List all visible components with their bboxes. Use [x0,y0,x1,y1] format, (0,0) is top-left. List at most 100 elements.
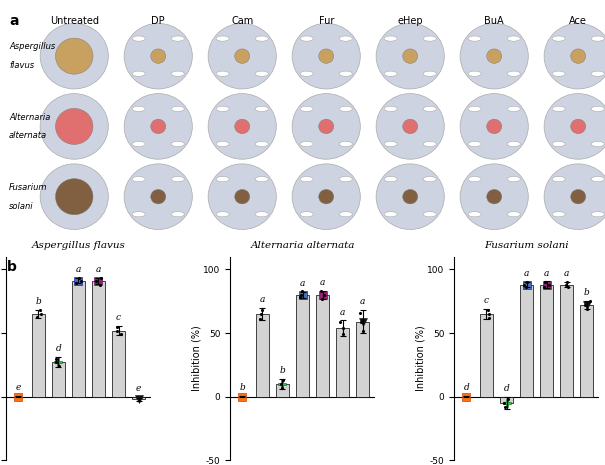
Circle shape [339,177,352,182]
Ellipse shape [544,93,605,159]
Point [485,314,494,321]
Circle shape [300,71,313,76]
Bar [520,285,533,397]
Point [540,279,550,286]
Circle shape [384,212,397,217]
Circle shape [171,212,185,217]
Point [51,355,61,362]
Circle shape [132,106,145,112]
Text: a: a [300,279,305,288]
Circle shape [591,141,604,146]
Ellipse shape [124,23,192,89]
Circle shape [384,177,397,182]
Ellipse shape [208,23,276,89]
Text: d: d [56,345,61,353]
Circle shape [468,106,481,112]
Point [580,301,590,309]
Circle shape [216,106,229,112]
Circle shape [300,106,313,112]
Text: b: b [280,366,286,375]
Circle shape [424,212,436,217]
Title: Alternaria alternata: Alternaria alternata [250,241,355,250]
Ellipse shape [235,49,250,63]
Bar [296,295,309,397]
Point [296,291,306,299]
Circle shape [255,141,268,146]
Circle shape [552,177,565,182]
Circle shape [132,141,145,146]
Point [74,275,84,282]
Circle shape [216,177,229,182]
Point [71,279,80,287]
Circle shape [132,177,145,182]
Ellipse shape [571,49,586,63]
Text: d: d [463,383,469,392]
Circle shape [300,141,313,146]
Point [338,324,348,332]
Circle shape [339,71,352,76]
Point [54,362,64,370]
Point [563,284,573,291]
Text: b: b [240,383,245,392]
Circle shape [424,106,436,112]
Text: b: b [35,297,41,306]
Bar [52,362,65,397]
Bar [500,397,513,403]
Point [522,279,531,286]
Circle shape [591,71,604,76]
Bar [580,305,594,397]
Y-axis label: Inhibition (%): Inhibition (%) [192,326,202,392]
Circle shape [552,212,565,217]
Text: a: a [9,14,19,28]
Bar [336,328,349,397]
Circle shape [591,106,604,112]
Circle shape [171,36,185,41]
Text: BuA: BuA [485,16,504,27]
Ellipse shape [151,119,166,133]
Circle shape [132,36,145,41]
Circle shape [132,71,145,76]
Point [483,306,493,314]
Point [95,281,105,288]
Ellipse shape [460,93,528,159]
Text: a: a [260,295,265,305]
Ellipse shape [56,108,93,145]
Ellipse shape [56,38,93,74]
Point [112,327,122,334]
Circle shape [339,36,352,41]
Point [51,359,61,366]
Circle shape [468,141,481,146]
Point [319,291,329,299]
Point [257,310,266,318]
Text: c: c [484,296,489,305]
Point [276,380,286,388]
Ellipse shape [124,164,192,230]
Text: Alternaria: Alternaria [9,113,50,121]
Point [355,309,365,316]
Ellipse shape [403,189,417,204]
Text: a: a [96,265,101,274]
Point [338,331,348,338]
Point [277,384,287,392]
Circle shape [171,106,185,112]
Circle shape [339,106,352,112]
Point [96,275,106,282]
Point [278,377,288,384]
Bar [540,285,553,397]
Text: a: a [320,278,325,287]
Circle shape [424,71,436,76]
Circle shape [216,71,229,76]
Title: Aspergillus flavus: Aspergillus flavus [31,241,125,250]
Circle shape [468,36,481,41]
Circle shape [171,177,185,182]
Text: flavus: flavus [9,61,34,70]
Circle shape [255,106,268,112]
Ellipse shape [376,23,444,89]
Text: Ace: Ace [569,16,587,27]
Circle shape [384,71,397,76]
Text: solani: solani [9,201,34,211]
Circle shape [507,36,520,41]
Circle shape [255,212,268,217]
Point [258,306,267,314]
Circle shape [300,177,313,182]
